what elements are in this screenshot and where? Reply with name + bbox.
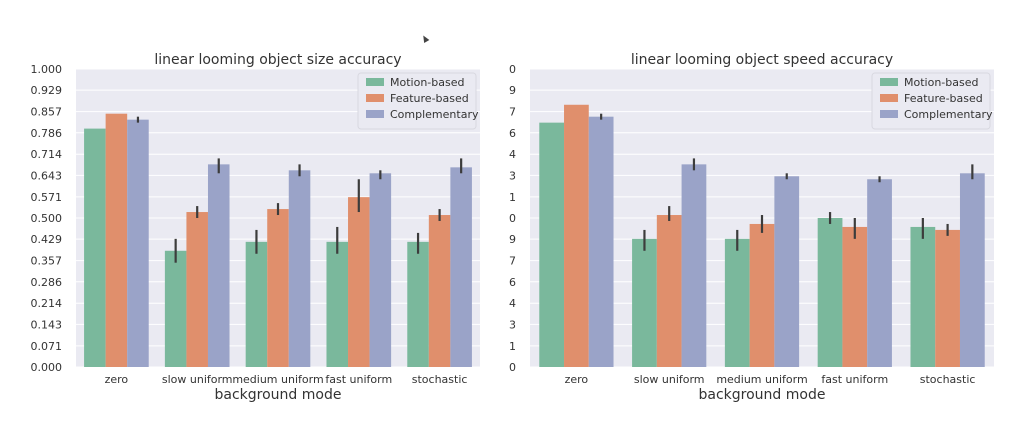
bar (326, 241, 349, 367)
x-tick-label: medium uniform (716, 373, 807, 386)
legend-swatch (366, 110, 384, 118)
bar (842, 226, 868, 367)
y-tick-label: 0.357 (509, 255, 516, 268)
bar (164, 250, 187, 367)
bar (288, 170, 311, 367)
bar (245, 241, 268, 367)
x-tick-label: zero (565, 373, 589, 386)
bar (632, 238, 657, 367)
y-tick-label: 0.143 (509, 318, 516, 331)
bar (656, 215, 682, 367)
bar (749, 223, 775, 367)
y-tick-label: 0.714 (31, 148, 63, 161)
legend-box (357, 72, 477, 130)
y-tick-label: 0.214 (509, 297, 516, 310)
bar (910, 226, 936, 367)
y-tick-label: 0.500 (31, 212, 63, 225)
y-tick-label: 0.071 (509, 340, 516, 353)
bar (127, 119, 149, 367)
legend-label: Motion-based (390, 76, 464, 89)
x-tick-label: stochastic (412, 373, 468, 386)
y-tick-label: 0.786 (31, 127, 63, 140)
chart-title: linear looming object speed accuracy (631, 52, 893, 68)
bar (774, 176, 800, 367)
y-tick-label: 1.000 (31, 63, 63, 76)
bar (407, 241, 429, 367)
bar (867, 179, 892, 367)
y-tick-label: 0.286 (509, 276, 516, 289)
y-tick-label: 0.857 (509, 106, 516, 119)
bar (681, 164, 707, 367)
bar (564, 104, 589, 367)
bar (724, 238, 750, 367)
chart-title: linear looming object size accuracy (154, 52, 401, 68)
bar (267, 209, 289, 367)
x-tick-label: zero (105, 373, 129, 386)
y-tick-label: 0.500 (509, 212, 516, 225)
y-tick-label: 0.643 (509, 169, 516, 182)
legend-label: Feature-based (390, 92, 469, 105)
x-axis-label: background mode (215, 387, 342, 403)
legend-label: Complementary (904, 108, 993, 121)
bar (539, 122, 565, 367)
y-tick-label: 0.357 (31, 255, 63, 268)
y-tick-label: 0.000 (31, 361, 63, 374)
x-tick-label: fast uniform (821, 373, 888, 386)
legend-swatch (880, 110, 898, 118)
y-tick-label: 0.929 (31, 84, 63, 97)
legend-label: Feature-based (904, 92, 983, 105)
y-tick-label: 0.000 (509, 361, 516, 374)
x-tick-label: slow uniform (634, 373, 705, 386)
x-tick-label: fast uniform (325, 373, 392, 386)
y-tick-label: 0.929 (509, 84, 516, 97)
bar (348, 197, 370, 367)
y-tick-label: 0.429 (31, 233, 63, 246)
y-tick-label: 1.000 (509, 63, 516, 76)
y-tick-label: 0.071 (31, 340, 63, 353)
legend-label: Motion-based (904, 76, 978, 89)
y-tick-label: 0.643 (31, 169, 63, 182)
bar (84, 128, 106, 367)
legend-swatch (366, 94, 384, 102)
x-tick-label: stochastic (920, 373, 976, 386)
y-tick-label: 0.786 (509, 127, 516, 140)
y-tick-label: 0.429 (509, 233, 516, 246)
legend-swatch (880, 94, 898, 102)
bar (369, 173, 392, 367)
y-tick-label: 0.714 (509, 148, 516, 161)
bar (588, 116, 614, 368)
y-tick-label: 0.571 (509, 191, 516, 204)
legend-label: Complementary (390, 108, 479, 121)
x-tick-label: slow uniform (162, 373, 233, 386)
y-tick-label: 0.214 (31, 297, 63, 310)
legend-box (871, 72, 991, 130)
bar (207, 164, 230, 367)
chart-speed-accuracy: 0.000 0.071 0.143 0.214 0.286 0.357 0.429 0.500… (509, 52, 994, 403)
bar (186, 212, 208, 367)
legend-swatch (366, 78, 384, 86)
bar (935, 229, 960, 367)
bar (105, 113, 128, 367)
y-tick-label: 0.571 (31, 191, 63, 204)
y-tick-label: 0.857 (31, 106, 63, 119)
bar (428, 215, 451, 367)
bar (959, 173, 985, 367)
chart-size-accuracy: 0.000 0.071 0.143 0.214 0.286 0.357 0.429 0.500… (31, 52, 480, 403)
y-tick-label: 0.143 (31, 318, 63, 331)
bar (817, 218, 843, 367)
x-tick-label: medium uniform (232, 373, 323, 386)
x-axis-label: background mode (699, 387, 826, 403)
legend-swatch (880, 78, 898, 86)
y-tick-label: 0.286 (31, 276, 63, 289)
bar (450, 167, 472, 367)
